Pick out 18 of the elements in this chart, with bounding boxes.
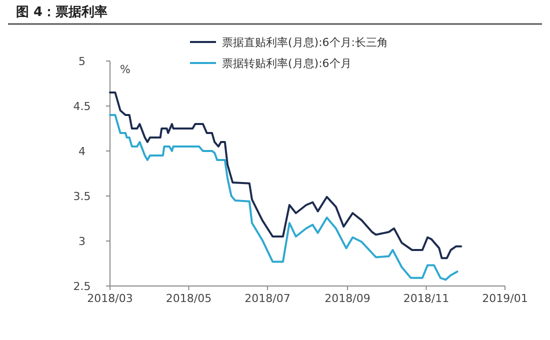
y-tick-label: 3: [78, 235, 86, 248]
x-tick-label: 2018/07: [244, 292, 290, 305]
chart-title: 图 4：票据利率: [16, 4, 108, 20]
x-tick-label: 2018/03: [87, 292, 133, 305]
legend-label: 票据转贴利率(月息):6个月: [222, 57, 352, 70]
legend-label: 票据直贴利率(月息):6个月:长三角: [222, 36, 388, 49]
y-tick-label: 3.5: [73, 190, 91, 203]
x-tick-label: 2018/05: [166, 292, 212, 305]
line-series: [109, 114, 458, 281]
x-tick-label: 2018/11: [403, 292, 450, 305]
y-tick-label: 2.5: [73, 280, 91, 293]
x-tick-label: 2018/09: [324, 292, 370, 305]
y-tick-label: 5: [78, 55, 86, 68]
y-tick-label: 4: [78, 145, 86, 158]
y-axis-title: %: [120, 63, 130, 76]
x-tick-label: 2019/01: [482, 292, 528, 305]
y-tick-label: 4.5: [73, 100, 91, 113]
line-series: [109, 92, 462, 260]
